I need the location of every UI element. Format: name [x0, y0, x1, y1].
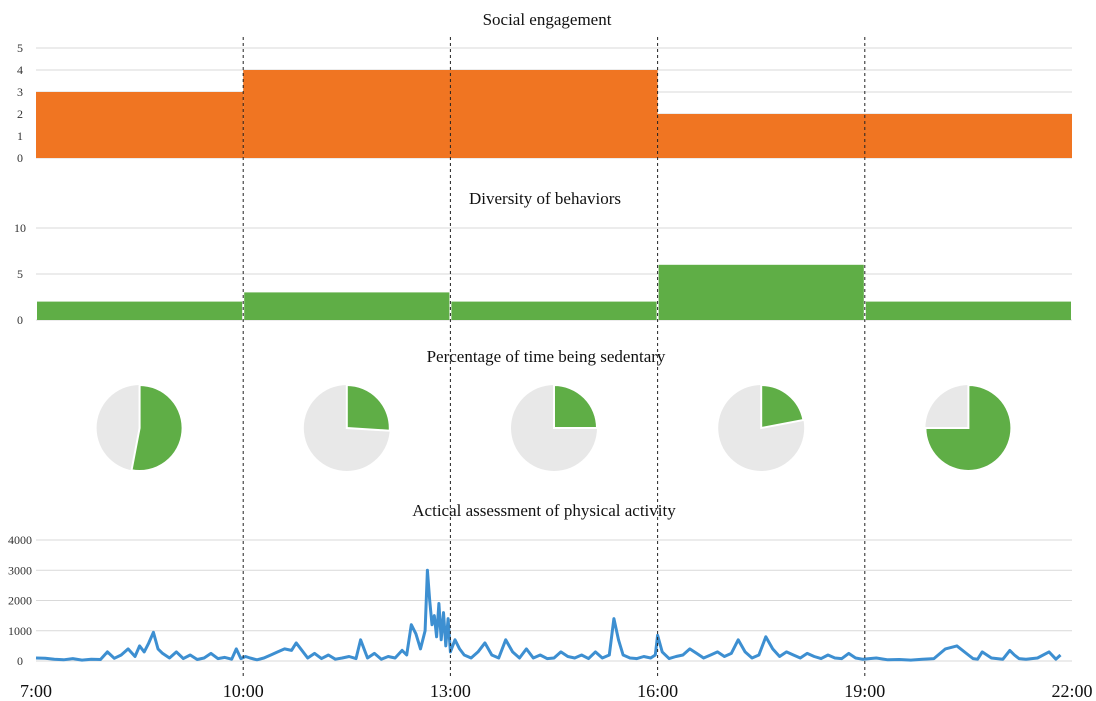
activity-ytick-label: 4000: [8, 533, 32, 547]
social-ytick-label: 3: [17, 85, 23, 99]
pie-slice-sedentary: [130, 383, 184, 472]
sedentary-pie: [718, 383, 805, 471]
pie-slice-sedentary: [553, 383, 599, 429]
sedentary-pies: [96, 383, 1013, 472]
social-ytick-label: 4: [17, 63, 23, 77]
pie-slice-sedentary: [924, 383, 1013, 472]
sedentary-pie: [924, 383, 1013, 472]
social-ytick-label: 2: [17, 107, 23, 121]
diversity-title: Diversity of behaviors: [469, 189, 621, 208]
activity-ytick-label: 2000: [8, 594, 32, 608]
sedentary-pie: [96, 383, 184, 472]
diversity-bar: [37, 301, 243, 320]
x-tick-label: 13:00: [430, 681, 471, 701]
social-engagement-title: Social engagement: [483, 10, 612, 29]
diversity-bar: [244, 292, 450, 320]
social-ytick-label: 1: [17, 129, 23, 143]
diversity-ytick-label: 5: [17, 267, 23, 281]
diversity-ytick-label: 0: [17, 313, 23, 327]
activity-series-line: [35, 568, 1062, 662]
x-axis-ticks: 7:00 10:00 13:00 16:00 19:00 22:00: [20, 681, 1093, 701]
activity-ytick-label: 3000: [8, 563, 32, 577]
diversity-bar: [451, 301, 657, 320]
x-tick-label: 16:00: [637, 681, 678, 701]
social-engagement-segment: [36, 92, 244, 158]
x-tick-label: 10:00: [223, 681, 264, 701]
x-tick-label: 19:00: [844, 681, 885, 701]
x-tick-label: 22:00: [1051, 681, 1092, 701]
diversity-bar: [658, 264, 864, 320]
diversity-ytick-label: 10: [14, 221, 26, 235]
social-ytick-label: 0: [17, 151, 23, 165]
activity-ytick-label: 1000: [8, 624, 32, 638]
diversity-bar: [865, 301, 1071, 320]
grid-layer: 0 1 2 3 4 5 0 5 10 0 1000 2000 3000 4000: [8, 41, 1072, 668]
sedentary-title: Percentage of time being sedentary: [427, 347, 666, 366]
pie-slice-sedentary: [760, 383, 805, 430]
x-tick-label: 7:00: [20, 681, 52, 701]
time-dividers: [242, 37, 866, 676]
physical-activity-title: Actical assessment of physical activity: [412, 501, 676, 520]
social-engagement-segment: [243, 70, 658, 158]
activity-line-layer: [35, 568, 1062, 662]
activity-ytick-label: 0: [17, 654, 23, 668]
pie-slice-sedentary: [345, 383, 391, 432]
sedentary-pie: [303, 383, 391, 471]
social-ytick-label: 5: [17, 41, 23, 55]
marks-layer: [36, 70, 1072, 320]
sedentary-pie: [511, 383, 599, 471]
